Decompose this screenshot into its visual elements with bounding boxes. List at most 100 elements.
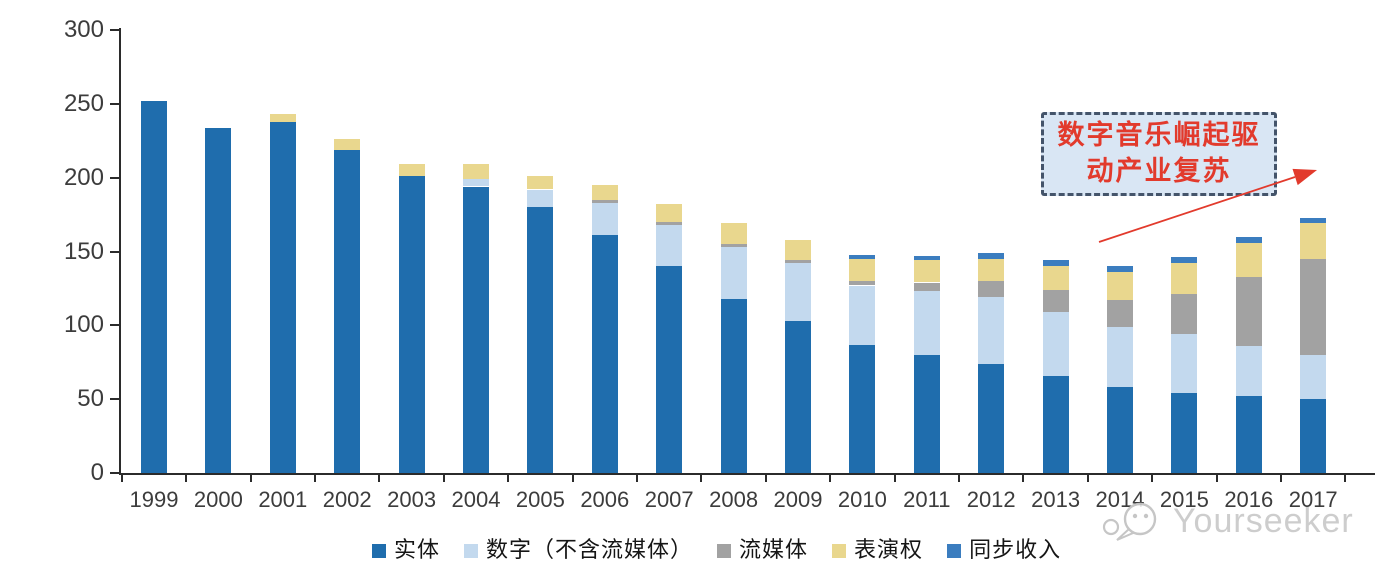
legend-swatch-streaming [717, 544, 732, 558]
legend-label-performance-rights: 表演权 [854, 538, 924, 563]
bar-2004-digital-excl-streaming [463, 179, 489, 187]
x-axis-label-2017: 2017 [1288, 487, 1338, 512]
y-tick-250 [110, 102, 119, 105]
x-axis-label-2008: 2008 [709, 487, 759, 512]
bar-2010-sync-revenue [849, 254, 876, 259]
bar-2014-sync-revenue [1107, 266, 1133, 273]
y-axis-label-150: 150 [63, 237, 104, 265]
legend-swatch-physical [372, 544, 386, 558]
bar-2016-sync-revenue [1235, 236, 1262, 243]
x-tick-15 [1086, 475, 1089, 482]
bar-2015-streaming [1171, 294, 1198, 335]
y-axis-label-100: 100 [63, 311, 104, 339]
bar-2012-streaming [978, 281, 1005, 298]
bar-2011-sync-revenue [913, 255, 940, 261]
bar-2013-performance-rights [1042, 266, 1069, 290]
bar-2005-performance-rights [527, 176, 554, 190]
legend-item-sync-revenue: 同步收入 [947, 539, 1061, 563]
x-axis-label-2001: 2001 [258, 487, 308, 512]
bar-2007-streaming [656, 222, 683, 225]
bar-2014-streaming [1107, 300, 1133, 327]
bar-2015-performance-rights [1171, 263, 1198, 295]
x-axis-label-2000: 2000 [193, 487, 243, 512]
bar-2015-digital-excl-streaming [1171, 334, 1198, 394]
x-axis-label-2003: 2003 [387, 487, 437, 512]
y-tick-100 [110, 324, 119, 327]
legend-swatch-digital-excl-streaming [464, 544, 479, 558]
legend-item-streaming: 流媒体 [717, 539, 808, 563]
x-axis-label-2013: 2013 [1031, 487, 1081, 512]
watermark-text: Yourseeker [1173, 502, 1354, 540]
legend-label-digital-excl-streaming: 数字（不含流媒体） [486, 538, 694, 563]
bar-2001-physical [269, 121, 296, 473]
x-tick-3 [314, 475, 316, 482]
bar-2016-performance-rights [1235, 242, 1262, 277]
watermark: Yourseeker [1102, 499, 1354, 543]
bar-2011-performance-rights [913, 260, 940, 283]
annotation-callout-box: 数字音乐崛起驱 动产业复苏 [1041, 112, 1277, 196]
x-tick-14 [1022, 475, 1025, 482]
bar-2014-performance-rights [1107, 272, 1133, 301]
bar-2013-sync-revenue [1042, 260, 1069, 267]
legend-item-performance-rights: 表演权 [832, 539, 923, 563]
bar-2004-performance-rights [463, 164, 489, 180]
legend-label-physical: 实体 [394, 538, 441, 563]
x-tick-9 [700, 475, 703, 482]
y-axis-label-200: 200 [63, 163, 104, 191]
y-axis-label-300: 300 [63, 16, 104, 43]
x-tick-0 [120, 475, 123, 482]
bar-2013-streaming [1042, 289, 1069, 313]
x-axis-label-2006: 2006 [580, 487, 630, 512]
bar-2009-physical [785, 320, 811, 473]
bar-2016-streaming [1235, 276, 1262, 346]
x-tick-18 [1280, 475, 1282, 482]
chat-bubble-smiley-icon [1102, 502, 1157, 541]
bar-2011-physical [913, 354, 940, 473]
y-axis-line [119, 28, 121, 475]
x-tick-13 [958, 475, 960, 482]
x-axis-label-2005: 2005 [515, 487, 565, 512]
bar-2010-performance-rights [849, 258, 876, 282]
x-tick-16 [1151, 475, 1154, 482]
x-axis-label-2016: 2016 [1224, 487, 1274, 512]
y-tick-150 [110, 250, 119, 253]
bar-2009-digital-excl-streaming [785, 263, 811, 321]
x-tick-17 [1215, 475, 1218, 482]
bar-2006-digital-excl-streaming [591, 202, 618, 236]
bar-2014-physical [1107, 387, 1133, 473]
x-axis-label-2010: 2010 [837, 487, 887, 512]
x-axis-label-2012: 2012 [966, 487, 1016, 512]
bar-2017-streaming [1300, 258, 1327, 355]
bar-2008-performance-rights [720, 223, 747, 245]
bar-2009-performance-rights [785, 239, 811, 261]
bar-2002-physical [334, 149, 361, 473]
bar-2013-digital-excl-streaming [1042, 312, 1069, 376]
bar-2006-performance-rights [591, 185, 618, 200]
legend-label-streaming: 流媒体 [739, 538, 809, 563]
bar-2017-physical [1300, 399, 1327, 473]
x-tick-5 [442, 475, 445, 482]
bar-2008-streaming [720, 244, 747, 248]
x-tick-10 [764, 475, 767, 482]
bar-2005-physical [527, 207, 554, 473]
bar-2011-streaming [913, 282, 940, 292]
x-axis-label-2007: 2007 [644, 487, 694, 512]
bar-2010-streaming [849, 281, 876, 286]
bar-2003-physical [398, 176, 425, 473]
bar-2011-digital-excl-streaming [913, 291, 940, 355]
y-axis-label-250: 250 [63, 89, 104, 117]
bar-2014-digital-excl-streaming [1107, 326, 1133, 388]
bar-2017-digital-excl-streaming [1300, 354, 1327, 400]
bar-2006-streaming [591, 199, 618, 203]
x-tick-12 [893, 475, 896, 482]
bar-2009-streaming [785, 260, 811, 264]
bar-2010-digital-excl-streaming [849, 285, 876, 345]
bar-2010-physical [849, 344, 876, 473]
y-tick-300 [110, 29, 119, 31]
x-tick-11 [829, 475, 832, 482]
x-axis-label-2002: 2002 [322, 487, 372, 512]
x-tick-6 [507, 475, 510, 482]
bar-2013-physical [1042, 375, 1069, 473]
bar-2001-performance-rights [269, 114, 296, 122]
